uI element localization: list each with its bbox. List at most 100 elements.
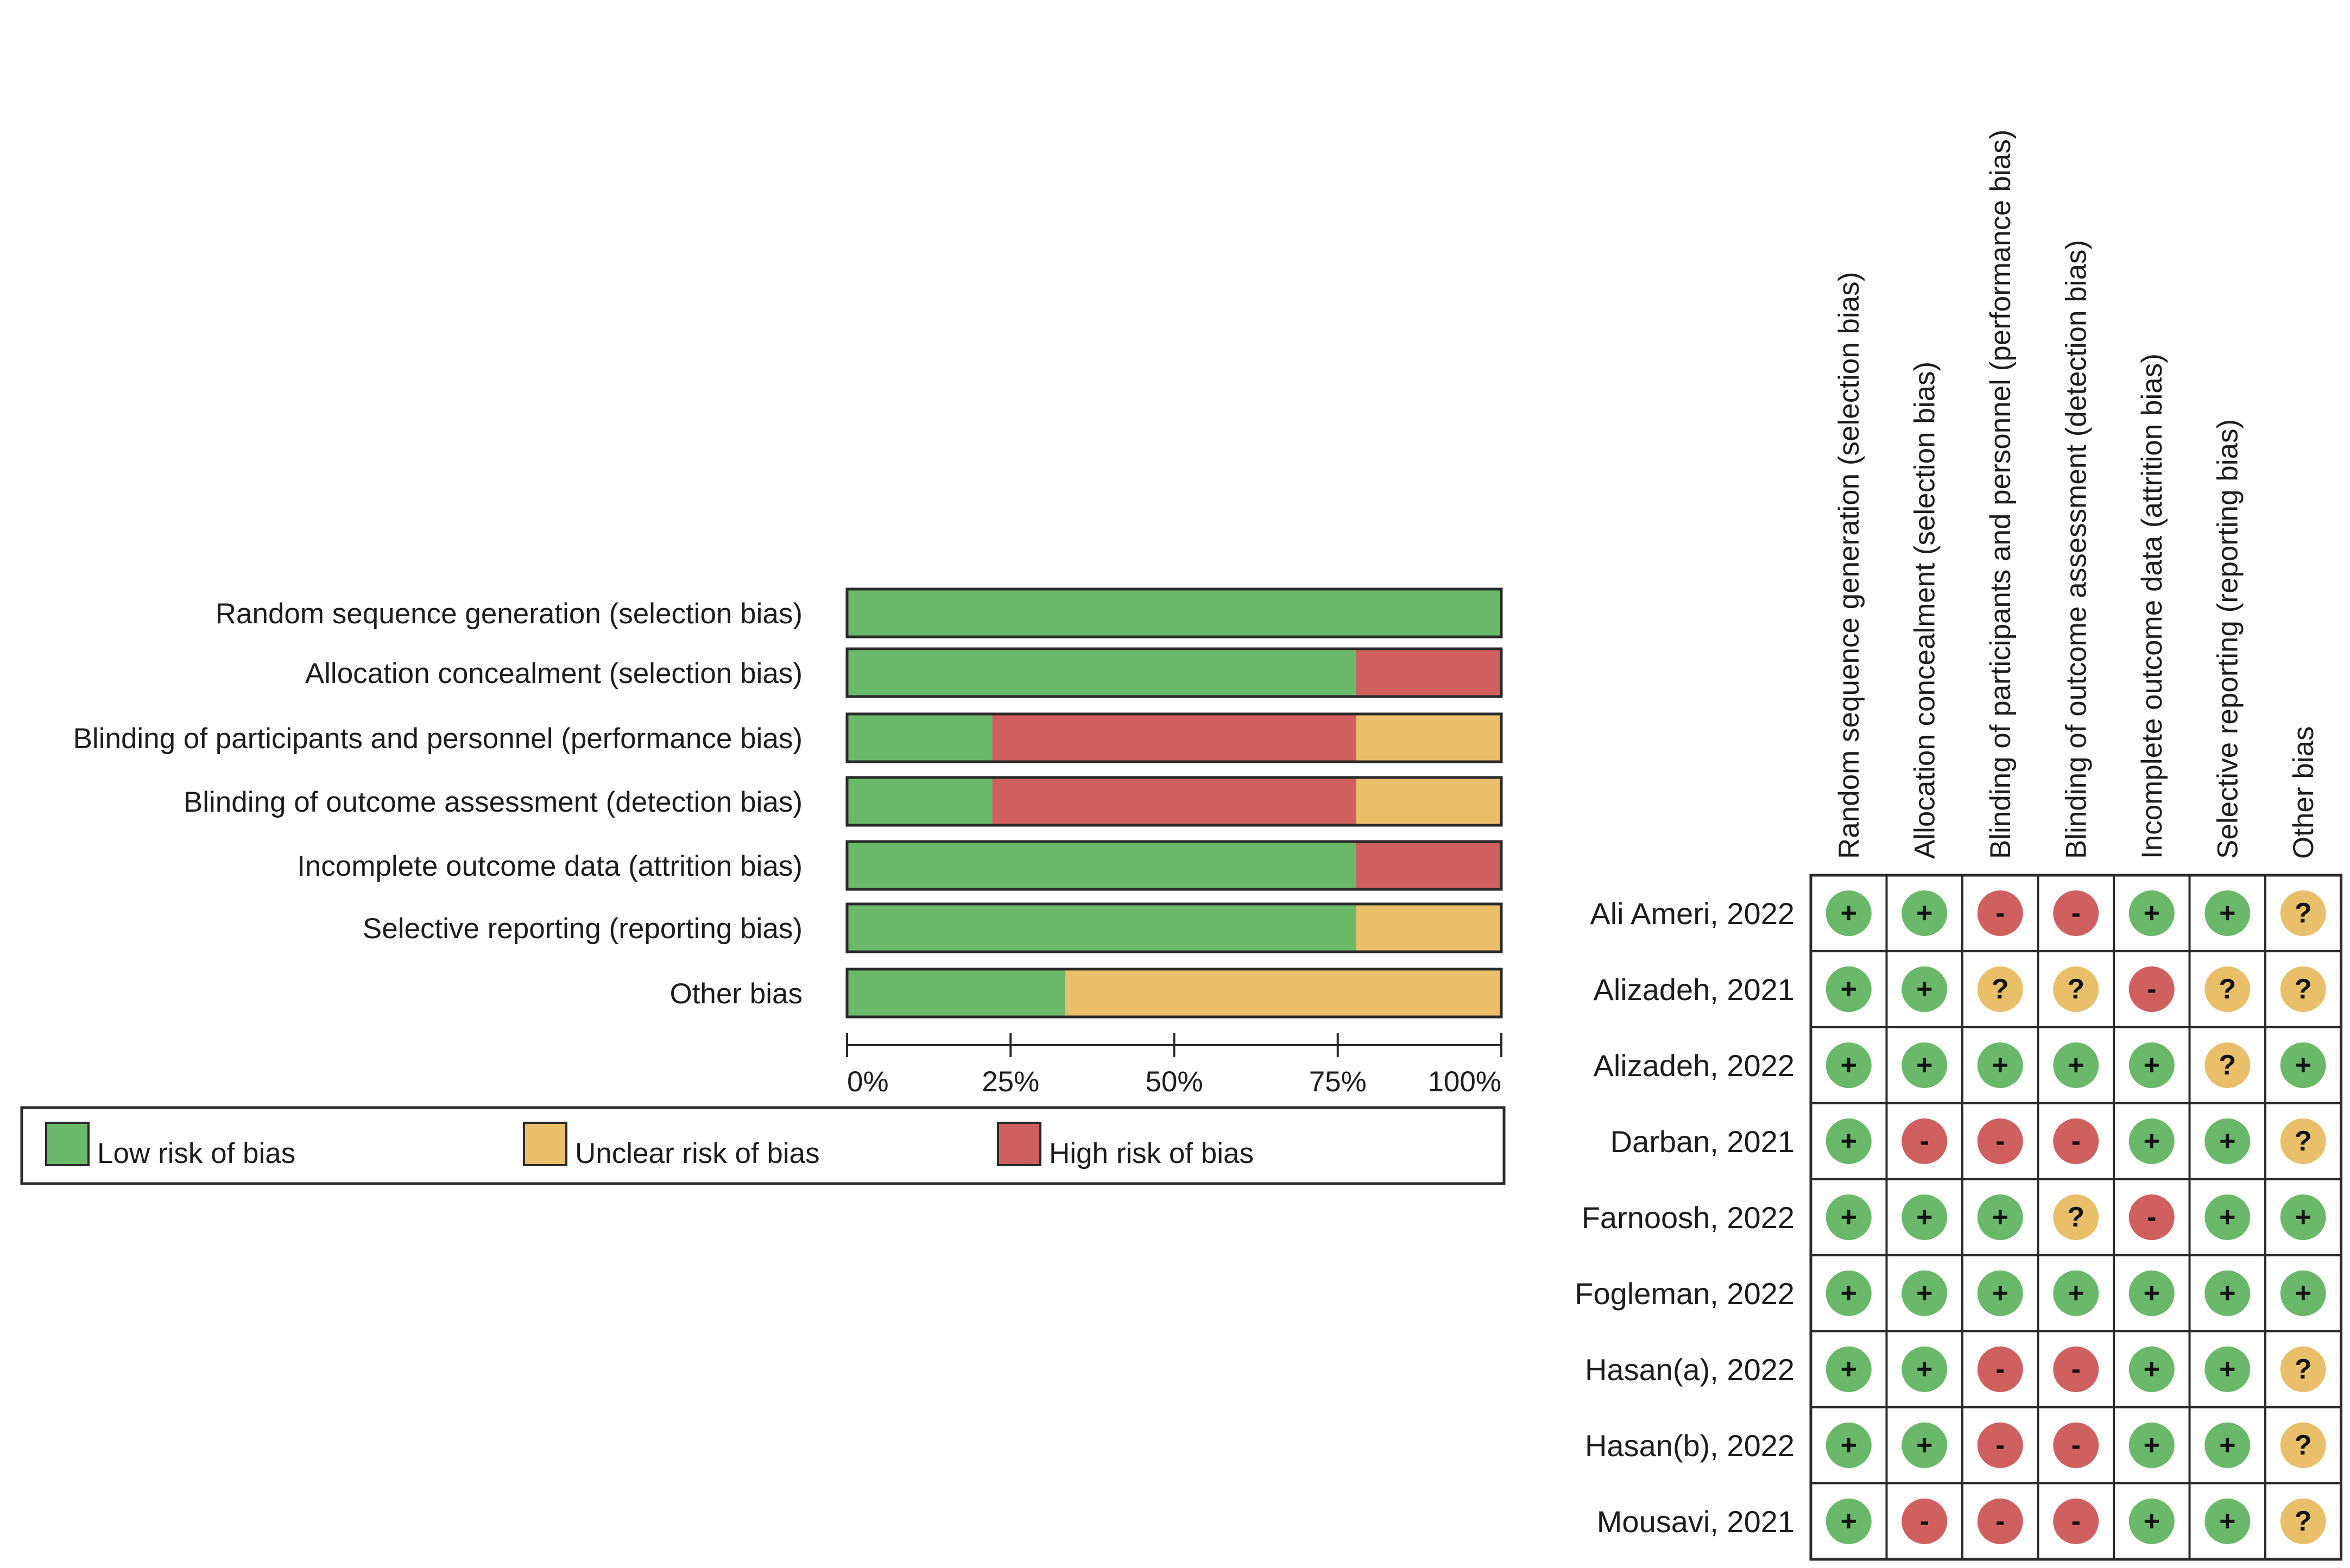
rating-dot-unclear (1977, 966, 2023, 1012)
study-label: Fogleman, 2022 (1575, 1276, 1795, 1311)
rating-symbol: + (1841, 1506, 1857, 1537)
rating-dot-unclear (2280, 890, 2326, 936)
rating-dot-low (2128, 1042, 2175, 1088)
rating-symbol: + (1916, 1278, 1932, 1309)
rating-symbol: ? (2219, 973, 2236, 1005)
rating-symbol: - (2071, 897, 2081, 929)
column-header: Allocation concealment (selection bias) (1909, 362, 1941, 859)
bar-segment-low-risk-of-bias (847, 904, 1356, 952)
rating-dot-unclear (2280, 1422, 2326, 1468)
rating-symbol: ? (2295, 1506, 2312, 1537)
rating-dot-high (2053, 890, 2099, 936)
rating-dot-high (2128, 1194, 2175, 1240)
bar-segment-unclear-risk-of-bias (1356, 714, 1501, 762)
rating-symbol: + (1841, 1049, 1857, 1081)
column-header: Other bias (2288, 726, 2320, 859)
study-label: Alizadeh, 2021 (1593, 972, 1795, 1007)
rating-dot-low (1825, 1042, 1872, 1088)
rating-dot-unclear (2204, 966, 2251, 1012)
rating-dot-low (2128, 1346, 2175, 1392)
rating-symbol: ? (2295, 897, 2312, 929)
rating-symbol: - (2147, 973, 2156, 1005)
rating-dot-low (1825, 1422, 1872, 1468)
rating-dot-high (2128, 966, 2175, 1012)
rating-symbol: + (2295, 1202, 2311, 1233)
category-label: Incomplete outcome data (attrition bias) (297, 850, 803, 882)
rating-symbol: + (2219, 1202, 2235, 1233)
rating-symbol: - (2147, 1202, 2156, 1233)
study-label: Hasan(b), 2022 (1585, 1428, 1795, 1463)
bar-segment-unclear-risk-of-bias (1356, 904, 1501, 952)
rating-dot-high (2053, 1499, 2099, 1544)
bar-segment-high-risk-of-bias (1356, 649, 1501, 697)
rating-symbol: + (1992, 1049, 2008, 1081)
rating-dot-low (2053, 1042, 2099, 1088)
category-label: Blinding of participants and personnel (… (73, 723, 803, 755)
rating-symbol: + (2219, 1126, 2235, 1157)
rating-dot-unclear (2053, 966, 2099, 1012)
legend-label: Low risk of bias (97, 1137, 295, 1169)
rating-dot-high (1977, 890, 2023, 936)
category-label: Blinding of outcome assessment (detectio… (184, 786, 803, 818)
rating-symbol: + (2219, 1430, 2235, 1461)
rating-dot-low (2128, 1118, 2175, 1164)
rating-symbol: + (2068, 1278, 2084, 1309)
rating-symbol: + (2144, 1049, 2160, 1081)
x-tick-label: 0% (847, 1066, 889, 1098)
rating-symbol: - (1995, 897, 2005, 929)
category-label: Other bias (669, 978, 803, 1010)
rating-symbol: + (1992, 1202, 2008, 1233)
rating-dot-low (2053, 1270, 2099, 1316)
rating-dot-low (2204, 1194, 2251, 1240)
rating-symbol: ? (2295, 973, 2312, 1005)
rating-symbol: + (2295, 1278, 2311, 1309)
rating-dot-low (2128, 1422, 2175, 1468)
rating-symbol: - (1920, 1126, 1929, 1157)
bar-outline (845, 647, 1503, 698)
column-header: Selective reporting (reporting bias) (2212, 419, 2244, 859)
rating-symbol: - (2071, 1126, 2081, 1157)
rating-dot-high (1977, 1422, 2023, 1468)
rating-symbol: + (1916, 897, 1932, 929)
rating-symbol: ? (2219, 1049, 2236, 1081)
bar-outline (845, 968, 1503, 1019)
legend-swatch (45, 1122, 90, 1166)
rating-dot-low (2128, 890, 2175, 936)
rating-symbol: + (1841, 1430, 1857, 1461)
rating-symbol: + (2219, 1354, 2235, 1385)
rating-dot-high (2053, 1346, 2099, 1392)
bar-segment-unclear-risk-of-bias (1065, 969, 1501, 1017)
rating-symbol: - (2071, 1430, 2081, 1461)
bar-segment-high-risk-of-bias (992, 777, 1356, 825)
rating-dot-high (1977, 1499, 2023, 1544)
rating-symbol: - (1995, 1126, 2005, 1157)
rating-symbol: ? (2067, 1202, 2084, 1233)
rating-symbol: + (1841, 1278, 1857, 1309)
rating-dot-low (2280, 1042, 2326, 1088)
rating-symbol: + (1841, 897, 1857, 929)
rating-dot-low (2204, 1270, 2251, 1316)
study-label: Darban, 2021 (1610, 1124, 1795, 1159)
rating-dot-low (1902, 1194, 1948, 1240)
rating-dot-low (1977, 1194, 2023, 1240)
rating-symbol: + (1841, 1202, 1857, 1233)
rating-dot-low (1902, 966, 1948, 1012)
rating-dot-low (1825, 1499, 1872, 1544)
rating-symbol: + (2144, 1506, 2160, 1537)
rating-symbol: - (1995, 1506, 2005, 1537)
rating-symbol: + (1916, 1354, 1932, 1385)
bar-outline (845, 712, 1503, 763)
rating-dot-low (1902, 1270, 1948, 1316)
rating-dot-low (2128, 1499, 2175, 1544)
rating-symbol: + (1841, 973, 1857, 1005)
column-header: Blinding of outcome assessment (detectio… (2060, 240, 2092, 859)
rating-dot-high (1902, 1118, 1948, 1164)
rating-dot-low (1825, 1118, 1872, 1164)
rating-dot-low (1977, 1042, 2023, 1088)
rating-dot-low (1977, 1270, 2023, 1316)
rating-dot-unclear (2204, 1042, 2251, 1088)
rating-dot-unclear (2053, 1194, 2099, 1240)
rating-symbol: - (1920, 1506, 1929, 1537)
rating-dot-low (2204, 1499, 2251, 1544)
study-label: Farnoosh, 2022 (1582, 1200, 1795, 1235)
